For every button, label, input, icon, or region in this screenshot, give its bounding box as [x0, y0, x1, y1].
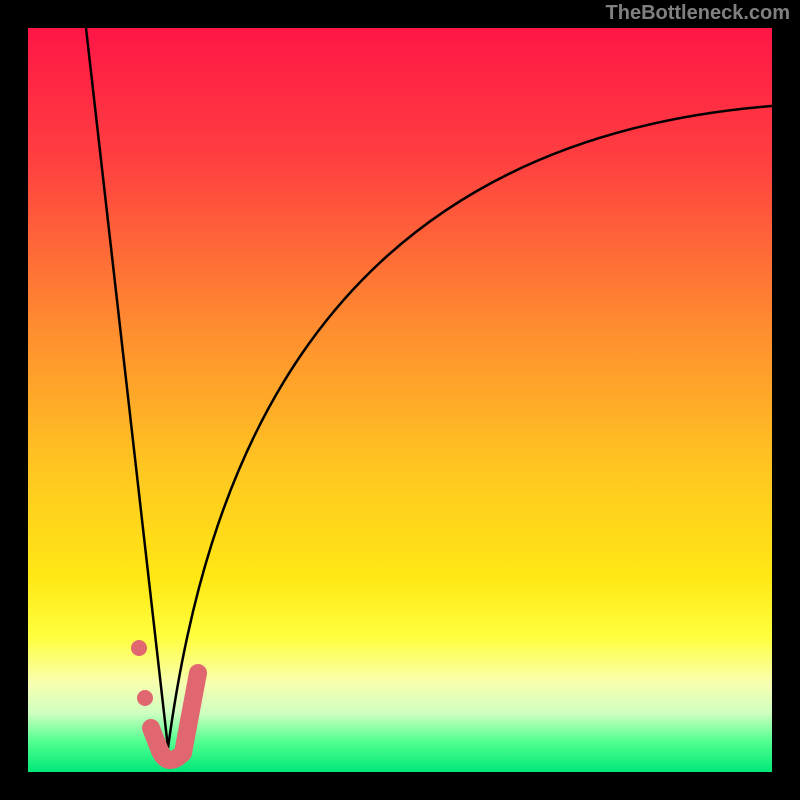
marker-dot-2: [137, 690, 153, 706]
gradient-background: [28, 28, 772, 772]
marker-dot-1: [131, 640, 147, 656]
watermark-text: TheBottleneck.com: [606, 2, 790, 25]
bottleneck-chart: [28, 28, 772, 772]
chart-area: [28, 28, 772, 772]
